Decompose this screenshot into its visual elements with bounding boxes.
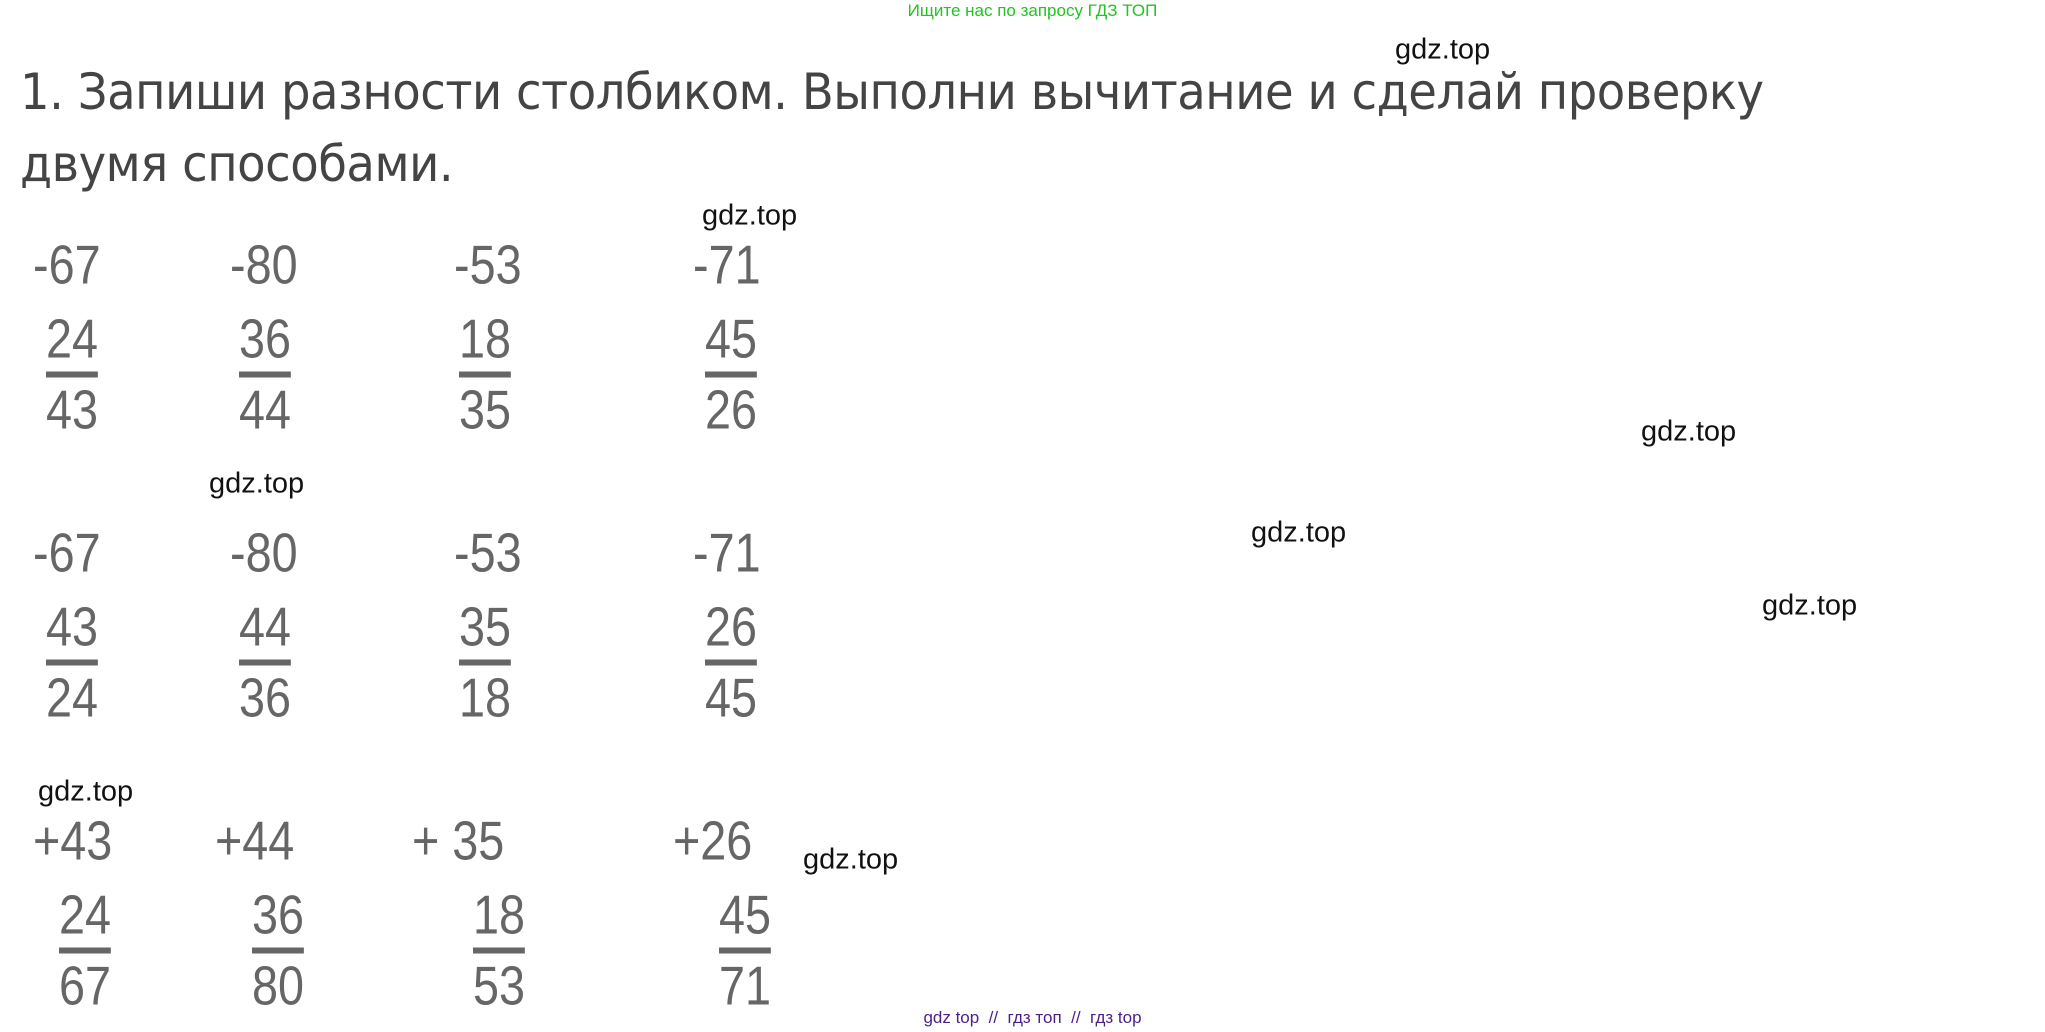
exercise-title: 1. Запиши разности столбиком. Выполни вы… xyxy=(20,63,1764,193)
minuend: -80 xyxy=(230,233,298,296)
difference: 24 xyxy=(46,666,99,729)
addend-2: 36 xyxy=(252,883,305,954)
minuend: -53 xyxy=(454,521,522,584)
minuend: -53 xyxy=(454,233,522,296)
watermark: gdz.top xyxy=(1395,33,1491,66)
difference: 18 xyxy=(459,666,512,729)
subtrahend: 35 xyxy=(459,595,512,666)
minuend: -71 xyxy=(693,233,761,296)
subtrahend: 18 xyxy=(459,307,512,378)
minuend: -67 xyxy=(33,521,101,584)
difference: 44 xyxy=(239,378,292,441)
watermark: gdz.top xyxy=(1251,516,1347,549)
subtrahend: 44 xyxy=(239,595,292,666)
watermark: gdz.top xyxy=(209,467,305,500)
subtrahend: 24 xyxy=(46,307,99,378)
watermark: gdz.top xyxy=(38,775,134,808)
watermark: gdz.top xyxy=(702,199,798,232)
difference: 36 xyxy=(239,666,292,729)
minuend: -80 xyxy=(230,521,298,584)
sum: 67 xyxy=(59,954,112,1017)
minuend: -67 xyxy=(33,233,101,296)
addend-2: 45 xyxy=(719,883,772,954)
addend-2: 24 xyxy=(59,883,112,954)
minuend: -71 xyxy=(693,521,761,584)
difference: 45 xyxy=(705,666,758,729)
search-hint-banner: Ищите нас по запросу ГДЗ ТОП xyxy=(907,1,1158,20)
difference: 35 xyxy=(459,378,512,441)
watermark: gdz.top xyxy=(803,843,899,876)
watermark: gdz.top xyxy=(1762,589,1858,622)
subtrahend: 43 xyxy=(46,595,99,666)
sum: 53 xyxy=(473,954,526,1017)
sum: 80 xyxy=(252,954,305,1017)
addend-2: 18 xyxy=(473,883,526,954)
sum: 71 xyxy=(719,954,772,1017)
addend: +44 xyxy=(215,809,295,872)
difference: 43 xyxy=(46,378,99,441)
difference: 26 xyxy=(705,378,758,441)
subtrahend: 45 xyxy=(705,307,758,378)
subtrahend: 36 xyxy=(239,307,292,378)
addend: +26 xyxy=(673,809,753,872)
footer-links: gdz top // гдз топ // гдз top xyxy=(923,1008,1142,1027)
watermark: gdz.top xyxy=(1641,415,1737,448)
addend: + 35 xyxy=(412,809,505,872)
subtrahend: 26 xyxy=(705,595,758,666)
addend: +43 xyxy=(33,809,113,872)
